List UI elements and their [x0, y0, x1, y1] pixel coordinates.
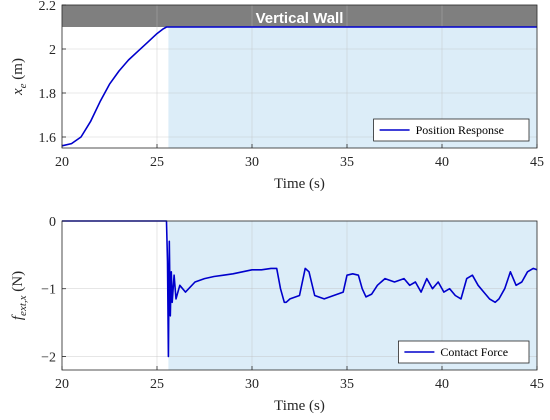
legend: Contact Force — [397, 340, 530, 364]
x-axis-title: Time (s) — [274, 398, 325, 414]
x-tick-label: 20 — [55, 377, 69, 392]
y-tick-label: 1.6 — [39, 131, 57, 146]
wall-banner-label: Vertical Wall — [256, 10, 344, 27]
legend: Position Response — [373, 118, 530, 142]
y-tick-label: 1.8 — [39, 87, 57, 102]
panel-bottom: 20 25 30 35 40 45 −2 −1 0 Time (s) fext,x (N) Conta… — [10, 215, 544, 414]
x-tick-label: 40 — [435, 155, 449, 170]
axes-box — [61, 4, 538, 149]
legend-box — [373, 118, 530, 142]
x-tick-label: 35 — [340, 377, 354, 392]
x-tick-label: 25 — [150, 377, 164, 392]
legend-label: Position Response — [416, 123, 504, 137]
legend-label: Contact Force — [440, 345, 508, 359]
x-tick-label: 20 — [55, 155, 69, 170]
x-tick-label: 45 — [530, 155, 544, 170]
series-line-position-response — [61, 26, 537, 147]
y-tick-label: 2.2 — [39, 0, 57, 14]
series-line-contact-force — [62, 220, 538, 358]
axes-box — [61, 220, 538, 371]
x-tick-label: 35 — [340, 155, 354, 170]
y-tick-label: −2 — [41, 350, 56, 365]
legend-box — [397, 340, 530, 364]
y-tick-label: 0 — [49, 215, 56, 230]
wall-banner — [62, 5, 537, 27]
x-tick-label: 30 — [245, 377, 259, 392]
x-tick-label: 45 — [530, 377, 544, 392]
panel-top: Vertical Wall 20 25 30 35 40 45 1.6 1.8 2 2.2 Time … — [10, 0, 544, 192]
y-axis-title: fext,x (N) — [10, 271, 29, 320]
y-axis-title: xe (m) — [10, 58, 29, 96]
x-tick-label: 40 — [435, 377, 449, 392]
y-tick-label: 2 — [49, 43, 56, 58]
x-axis-title: Time (s) — [274, 176, 325, 192]
x-tick-label: 25 — [150, 155, 164, 170]
y-tick-label: −1 — [41, 283, 56, 298]
x-tick-label: 30 — [245, 155, 259, 170]
